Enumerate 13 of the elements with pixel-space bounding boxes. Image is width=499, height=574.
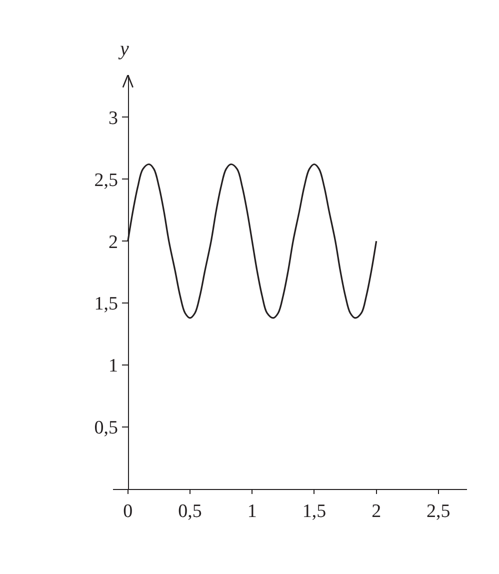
y-tick-label: 2,5 <box>94 170 118 191</box>
y-axis-title: y <box>118 38 129 60</box>
x-tick-label: 1 <box>247 500 257 522</box>
y-tick-label: 2 <box>108 232 118 253</box>
x-tick-label: 2 <box>372 500 382 522</box>
x-tick-label: 2,5 <box>426 500 450 522</box>
x-tick-label: 1,5 <box>302 500 326 522</box>
y-tick-label: 1 <box>108 356 118 377</box>
x-tick-label: 0 <box>123 500 133 522</box>
x-tick-label: 0,5 <box>178 500 202 522</box>
y-tick-label: 0,5 <box>94 418 118 439</box>
y-tick-label: 1,5 <box>94 294 118 315</box>
y-tick-label: 3 <box>108 108 118 129</box>
